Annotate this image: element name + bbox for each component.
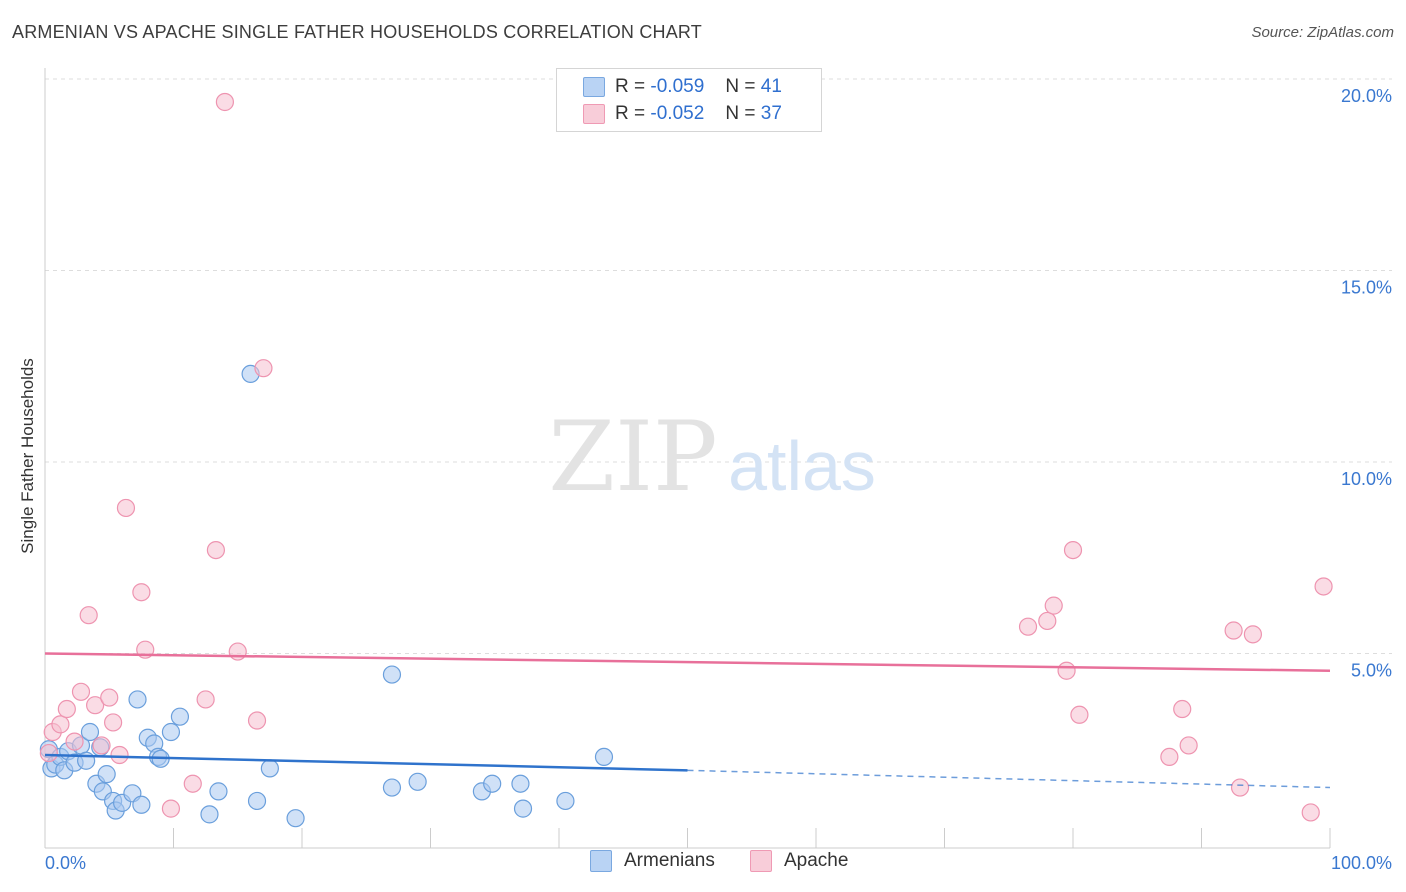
apache-point [1224,621,1243,640]
axes [44,68,1331,849]
legend-r-value: -0.059 [650,76,705,97]
armenians-point [161,722,181,742]
apache-point [183,774,202,793]
armenians-point [286,809,305,828]
watermark-atlas: atlas [728,427,876,505]
apache-swatch [583,104,605,124]
apache-point [1230,778,1250,797]
y-tick-label: 15.0% [1341,278,1392,298]
apache-point [1063,540,1083,560]
apache-point [71,682,91,701]
armenians-trend-extension [687,769,1331,789]
armenians-point [80,722,100,742]
apache-point [1018,617,1038,636]
series-legend: Armenians Apache [0,850,1406,880]
apache-point [247,711,267,730]
chart-title: ARMENIAN VS APACHE SINGLE FATHER HOUSEHO… [12,22,702,42]
armenians-point [408,772,427,791]
apache-point [1173,699,1192,719]
apache-point [79,606,98,625]
apache-point [86,696,105,715]
legend-n-value: 37 [760,103,782,124]
tick-labels: 5.0% 10.0% 15.0% 20.0% 0.0% 100.0% [45,86,1392,873]
apache-trend-line [44,652,1331,672]
apache-point [57,699,76,719]
armenians-point [128,690,147,709]
trend-lines [44,652,1331,789]
armenians-point [513,799,533,818]
armenians-point [170,707,190,726]
apache-point [92,736,111,755]
apache-point [1314,577,1333,596]
apache-point [110,745,129,765]
armenians-point [483,774,502,793]
apache-point [1301,803,1320,822]
armenians-trend-line [44,753,688,772]
data-points [39,92,1333,828]
armenians-point [511,774,530,793]
apache-point [228,642,247,661]
apache-point [116,498,136,518]
y-axis-label: Single Father Households [18,358,37,554]
apache-point [1057,661,1076,680]
x-tick-label: 0.0% [45,853,86,873]
apache-point [1044,596,1063,615]
legend-label-apache: Apache [784,850,849,871]
legend-n-label: N = [725,76,756,97]
legend-n-label: N = [725,103,756,124]
apache-point [254,359,273,378]
armenians-point [132,795,151,814]
watermark-zip: ZIP [548,401,717,513]
legend-r-value: -0.052 [650,103,705,124]
watermark: ZIP atlas [548,401,876,513]
armenians-point [260,759,279,778]
apache-point [215,92,234,112]
armenians-point [200,805,219,824]
legend-n-value: 41 [760,76,782,97]
armenians-point [209,782,228,801]
legend-r-label: R = [615,76,646,97]
legend-item-apache[interactable]: Apache [750,850,848,872]
apache-point [1179,736,1198,755]
legend-row-apache: R = -0.052 N = 37 [583,101,782,127]
apache-point [1070,705,1089,724]
y-tick-label: 10.0% [1341,469,1392,489]
apache-point [132,583,151,602]
legend-row-armenians: R = -0.059 N = 41 [583,74,782,100]
apache-point [51,715,70,734]
armenians-point [594,747,614,767]
armenians-point [97,765,116,784]
apache-point [206,540,226,560]
apache-point [1160,747,1179,767]
armenians-point [247,791,267,811]
apache-point [104,713,123,732]
armenians-point [382,665,402,684]
legend-r-label: R = [615,103,646,124]
apache-legend-swatch [750,850,772,872]
armenians-legend-swatch [590,850,612,872]
apache-point [1038,611,1057,631]
stats-legend: R = -0.059 N = 41 R = -0.052 N = 37 [556,68,822,132]
armenians-swatch [583,77,605,97]
legend-item-armenians[interactable]: Armenians [590,850,715,872]
source-label: Source: ZipAtlas.com [1251,24,1394,41]
apache-point [39,743,58,763]
armenians-point [556,791,575,811]
y-tick-label: 20.0% [1341,86,1392,106]
x-tick-label: 100.0% [1331,853,1392,873]
legend-label-armenians: Armenians [624,850,715,871]
apache-point [65,732,84,751]
armenians-point [382,778,402,797]
apache-point [1243,625,1263,644]
apache-point [161,799,181,818]
apache-point [100,688,119,707]
apache-point [196,690,215,709]
y-tick-label: 5.0% [1351,661,1392,681]
